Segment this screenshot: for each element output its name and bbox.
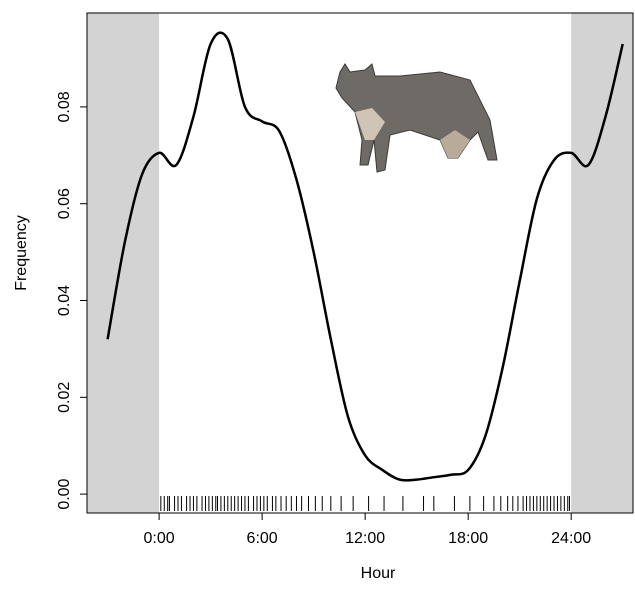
x-tick-label: 0:00	[144, 530, 175, 547]
y-tick-label: 0.00	[56, 478, 73, 509]
y-tick-label: 0.08	[56, 91, 73, 122]
wolf-image	[335, 63, 498, 173]
y-tick-label: 0.04	[56, 285, 73, 316]
shade-layer	[87, 13, 633, 513]
x-tick-label: 6:00	[247, 530, 278, 547]
shade-left	[87, 13, 160, 513]
plot-frame	[86, 12, 634, 514]
x-tick-label: 12:00	[345, 530, 385, 547]
density-line	[106, 31, 624, 482]
y-tick-label: 0.06	[56, 188, 73, 219]
shade-right	[571, 13, 633, 513]
x-tick-label: 24:00	[551, 530, 591, 547]
x-axis-label: Hour	[361, 565, 396, 582]
x-tick-label: 18:00	[448, 530, 488, 547]
y-axis-label: Frequency	[13, 215, 30, 291]
y-tick-label: 0.02	[56, 382, 73, 413]
